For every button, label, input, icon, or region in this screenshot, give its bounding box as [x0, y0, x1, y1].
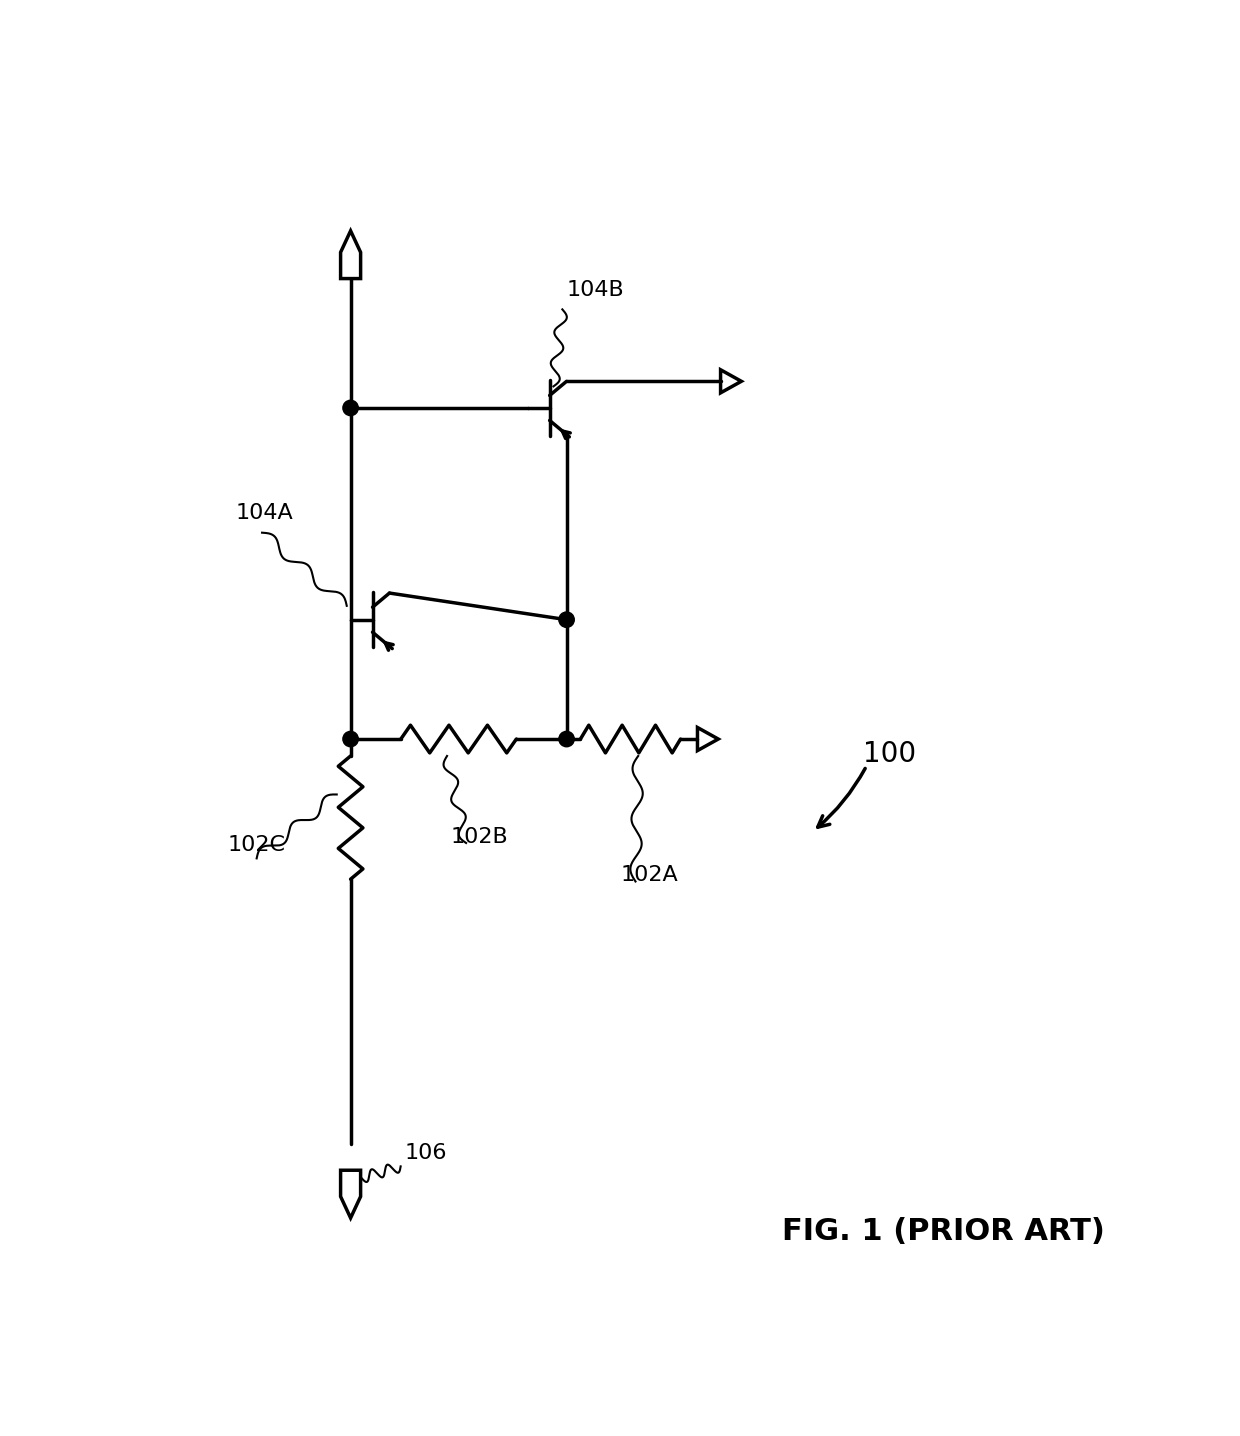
Circle shape — [559, 612, 574, 628]
Text: 104A: 104A — [236, 504, 293, 524]
Text: 104B: 104B — [567, 280, 624, 300]
Text: FIG. 1 (PRIOR ART): FIG. 1 (PRIOR ART) — [782, 1218, 1105, 1246]
Text: 106: 106 — [404, 1143, 446, 1163]
Polygon shape — [341, 231, 361, 279]
Text: 102B: 102B — [450, 827, 508, 847]
Circle shape — [559, 731, 574, 747]
Circle shape — [343, 401, 358, 415]
Polygon shape — [341, 1170, 361, 1218]
Circle shape — [343, 731, 358, 747]
Text: 100: 100 — [863, 741, 916, 768]
Text: 102C: 102C — [227, 834, 285, 854]
Text: 102A: 102A — [620, 866, 678, 886]
